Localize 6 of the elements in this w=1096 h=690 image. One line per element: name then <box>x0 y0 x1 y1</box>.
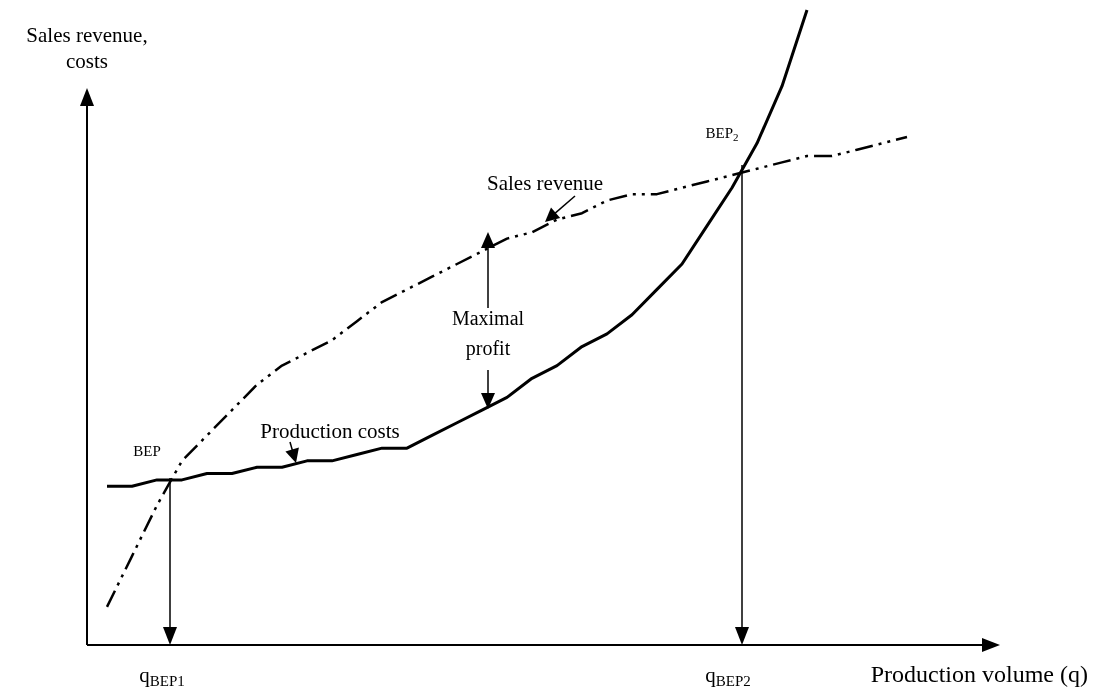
series-label: Sales revenue <box>486 171 604 195</box>
annotation: Maximal profit <box>451 307 525 360</box>
x-axis-title: Production volume (q) <box>870 661 1089 687</box>
series-label: Production costs <box>260 419 400 443</box>
y-axis-title: Sales revenue, costs <box>26 23 148 73</box>
annotation: BEP <box>133 443 161 459</box>
